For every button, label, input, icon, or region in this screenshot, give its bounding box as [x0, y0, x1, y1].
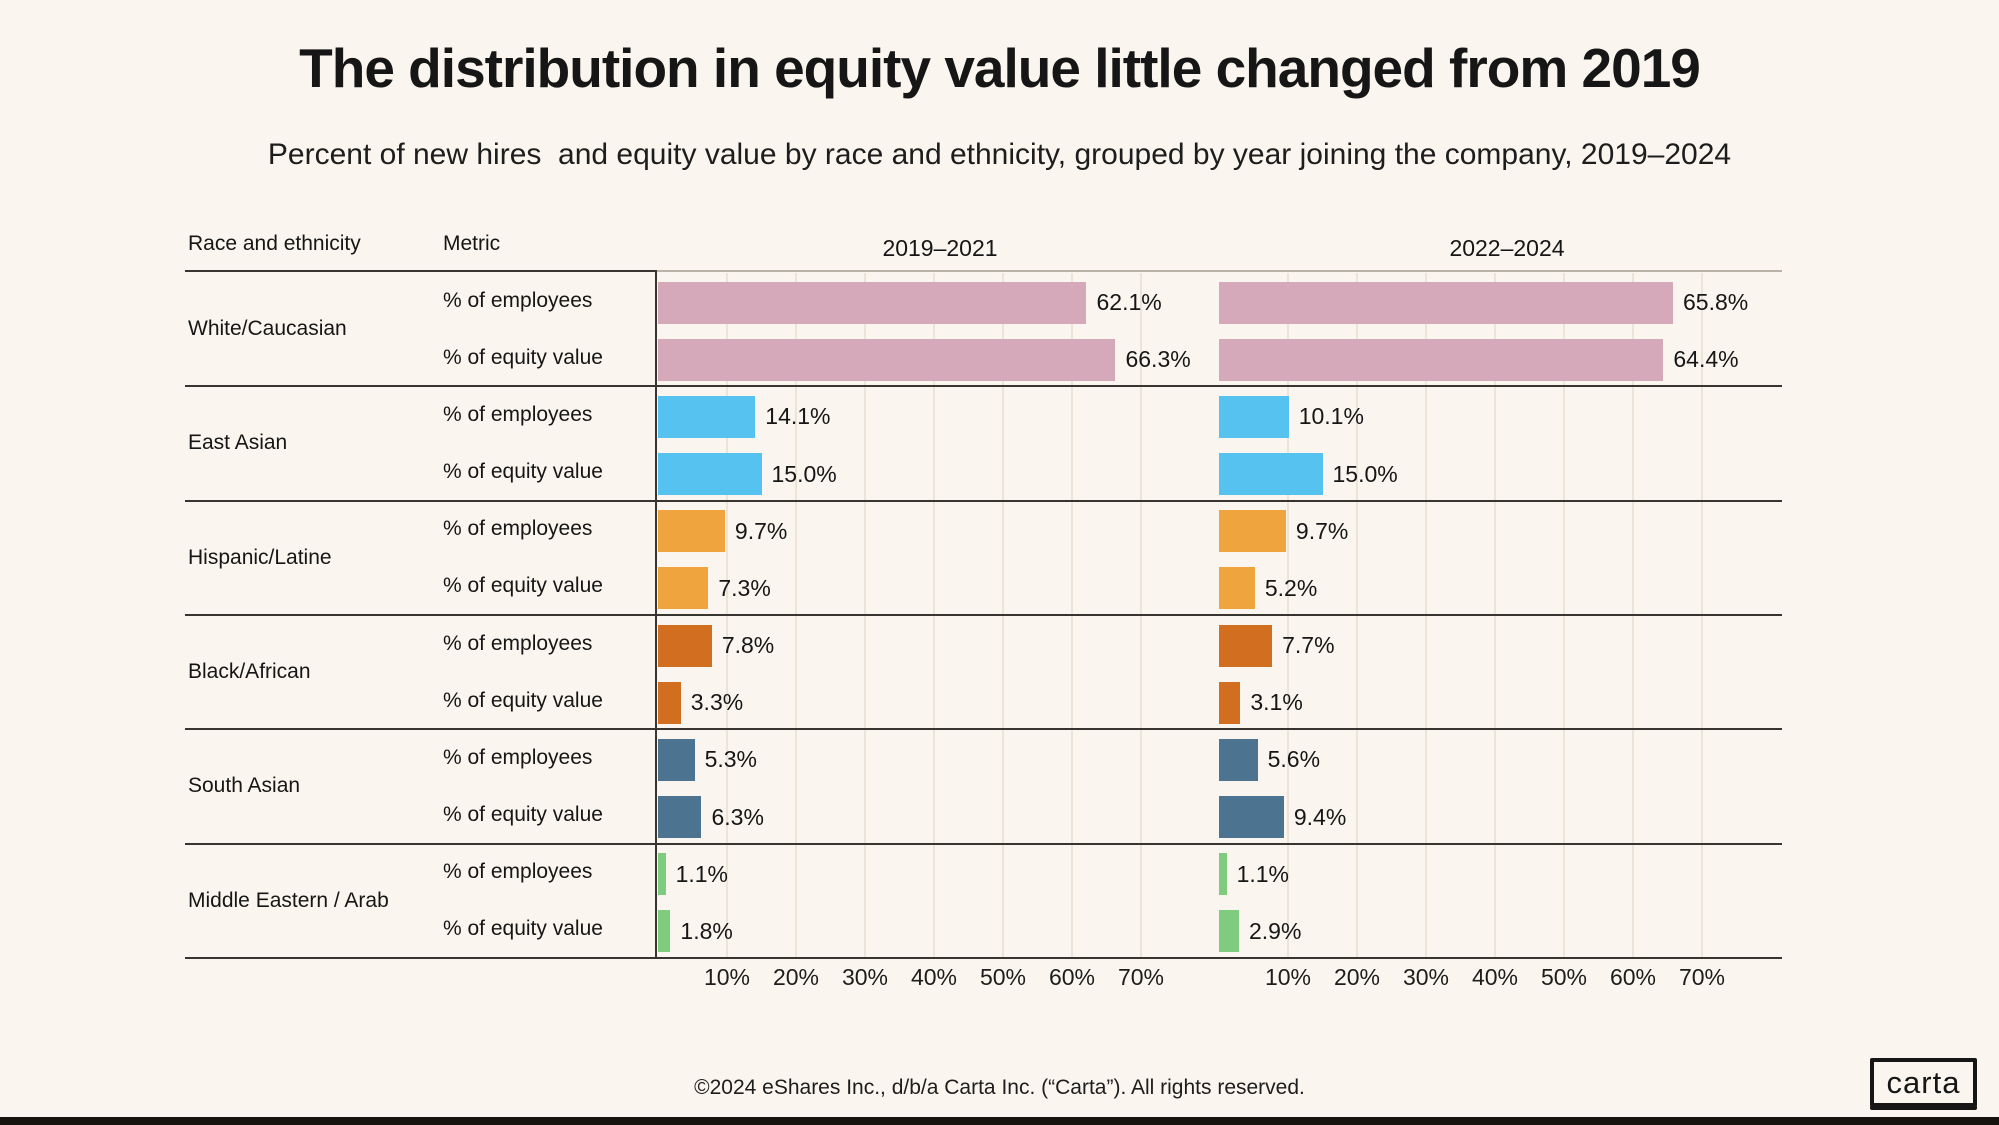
metric-label: % of equity value [443, 917, 603, 941]
chart-title: The distribution in equity value little … [299, 37, 1701, 99]
table-top-border [185, 270, 657, 272]
bar [1219, 567, 1255, 610]
bar [658, 853, 666, 896]
bar-value-label: 3.3% [690, 689, 744, 716]
race-label: White/Caucasian [188, 317, 347, 341]
bar [1219, 395, 1289, 438]
bar-value-label: 6.3% [711, 803, 764, 830]
bar [658, 510, 725, 553]
x-axis-tick-label: 70% [1117, 964, 1165, 990]
bar [658, 796, 702, 839]
metric-label: % of equity value [443, 803, 603, 827]
column-header-race: Race and ethnicity [188, 232, 361, 255]
bar-value-label: 66.3% [1125, 346, 1191, 373]
bar-value-label: 1.8% [680, 917, 733, 944]
metric-label: % of equity value [443, 345, 603, 369]
bottom-bar [0, 1117, 1999, 1125]
bar [1219, 853, 1227, 896]
bar-value-label: 7.8% [721, 632, 775, 659]
race-label: Middle Eastern / Arab [188, 888, 389, 912]
metric-label: % of employees [443, 517, 593, 541]
bar [1219, 281, 1674, 324]
copyright-text: ©2024 eShares Inc., d/b/a Carta Inc. (“C… [694, 1076, 1305, 1099]
bar [1219, 338, 1664, 381]
bar-value-label: 1.1% [1236, 860, 1290, 887]
x-axis-tick-label: 30% [841, 964, 889, 990]
bar-value-label: 2.9% [1249, 917, 1302, 944]
x-axis-tick-label: 20% [1333, 964, 1381, 990]
bar [1219, 910, 1239, 953]
metric-label: % of employees [443, 745, 593, 769]
race-label: Black/African [188, 660, 311, 684]
bar-value-label: 14.1% [765, 403, 831, 430]
bar-value-label: 5.2% [1264, 574, 1318, 601]
bar-value-label: 7.7% [1282, 632, 1335, 659]
row-separator [185, 499, 1782, 502]
metric-label: % of employees [443, 288, 593, 312]
metric-label: % of employees [443, 860, 593, 884]
metric-label: % of employees [443, 631, 593, 655]
race-label: Hispanic/Latine [188, 545, 332, 569]
column-divider [655, 270, 657, 958]
carta-logo: carta [1870, 1058, 1977, 1107]
bar [1219, 796, 1284, 839]
bar-value-label: 7.3% [718, 574, 771, 601]
metric-label: % of equity value [443, 574, 603, 598]
row-separator [185, 957, 1782, 959]
row-separator [185, 614, 1782, 616]
bar [658, 281, 1087, 324]
x-axis-tick-label: 20% [772, 964, 820, 990]
bar [658, 338, 1116, 381]
x-axis-tick-label: 60% [1048, 964, 1096, 990]
bar-value-label: 5.6% [1267, 746, 1321, 773]
metric-label: % of equity value [443, 460, 603, 484]
bar [658, 567, 709, 610]
bar-value-label: 9.7% [734, 517, 788, 544]
bar [658, 910, 671, 953]
x-axis-tick-label: 60% [1609, 964, 1657, 990]
bar-value-label: 3.1% [1250, 689, 1303, 716]
row-separator [185, 728, 1782, 731]
x-axis-tick-label: 10% [703, 964, 751, 990]
panel-top-border [657, 270, 1782, 272]
bar [658, 395, 756, 438]
bar [658, 738, 695, 781]
bar [658, 681, 681, 724]
bar [1219, 738, 1258, 781]
row-separator [185, 385, 1782, 388]
bar-value-label: 62.1% [1096, 289, 1162, 316]
x-axis-tick-label: 50% [1540, 964, 1588, 990]
x-axis-tick-label: 40% [1471, 964, 1519, 990]
bar [1219, 510, 1286, 553]
metric-label: % of equity value [443, 688, 603, 712]
column-header-period-2: 2022–2024 [1449, 235, 1565, 261]
metric-label: % of employees [443, 402, 593, 426]
x-axis-tick-label: 70% [1678, 964, 1726, 990]
bar [1219, 624, 1273, 667]
chart-subtitle: Percent of new hires and equity value by… [267, 138, 1732, 171]
bar-value-label: 64.4% [1673, 346, 1739, 373]
x-axis-tick-label: 40% [910, 964, 958, 990]
bar-value-label: 1.1% [675, 860, 729, 887]
bar-value-label: 65.8% [1683, 289, 1749, 316]
bar-value-label: 9.4% [1293, 803, 1347, 830]
x-axis-tick-label: 10% [1264, 964, 1312, 990]
bar-value-label: 5.3% [704, 746, 757, 773]
bar-value-label: 9.7% [1295, 517, 1349, 544]
x-axis-tick-label: 50% [979, 964, 1027, 990]
row-separator [185, 842, 1782, 845]
bar [1219, 681, 1241, 724]
column-header-period-1: 2019–2021 [882, 235, 998, 261]
bar-value-label: 15.0% [771, 460, 837, 487]
bar [658, 624, 712, 667]
bar [658, 453, 762, 496]
bar-value-label: 10.1% [1298, 403, 1364, 430]
bar [1219, 453, 1323, 496]
bar-value-label: 15.0% [1332, 460, 1398, 487]
x-axis-tick-label: 30% [1402, 964, 1450, 990]
race-label: East Asian [188, 431, 288, 455]
race-label: South Asian [188, 774, 301, 798]
column-header-metric: Metric [443, 232, 501, 255]
